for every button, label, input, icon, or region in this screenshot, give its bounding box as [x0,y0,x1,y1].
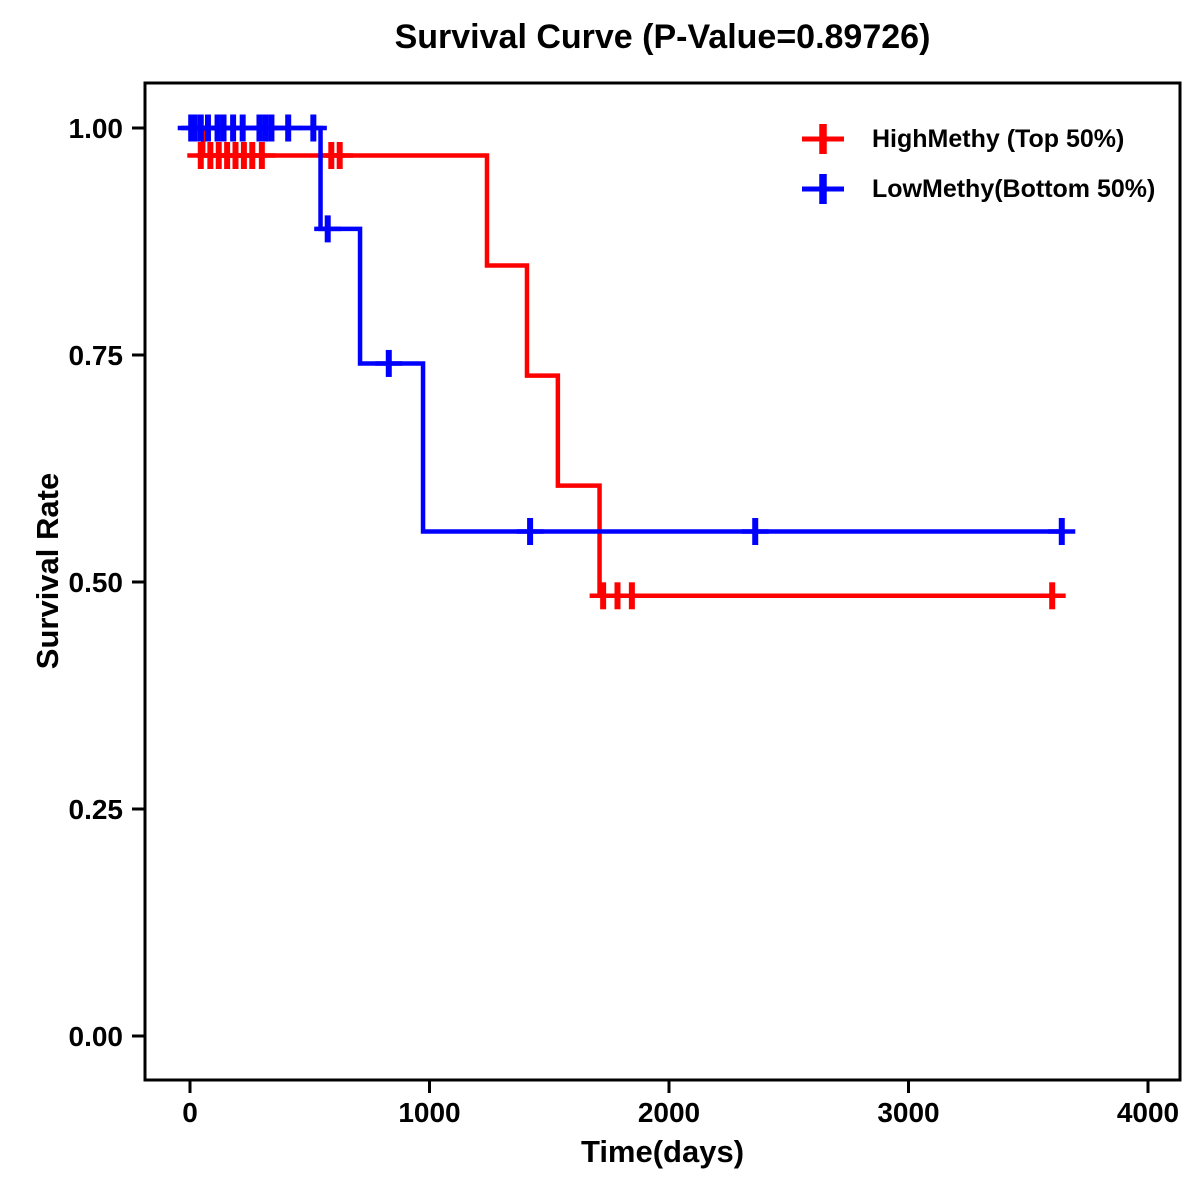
plus-marker-icon [802,174,844,204]
y-tick-label: 0.25 [69,794,124,825]
x-tick-label: 4000 [1117,1097,1179,1128]
km-step-curve [190,125,1062,534]
x-axis-ticks: 0 1000 2000 3000 4000 [182,1080,1179,1128]
legend: HighMethy (Top 50%) LowMethy(Bottom 50%) [800,114,1155,214]
survival-curve-series-1 [177,114,1076,546]
plus-marker-icon [802,124,844,154]
x-tick-label: 1000 [398,1097,460,1128]
x-axis-label: Time(days) [580,1134,745,1169]
y-axis-ticks: 0.00 0.25 0.50 0.75 1.00 [69,113,145,1052]
plot-border [143,81,1182,1082]
x-tick-label: 3000 [877,1097,939,1128]
legend-item-highmethy: HighMethy (Top 50%) [800,114,1155,164]
legend-label-highmethy: HighMethy (Top 50%) [872,124,1125,153]
y-tick-label: 0.00 [69,1021,124,1052]
survival-curve-series-0 [187,125,1066,610]
y-tick-label: 1.00 [69,113,124,144]
x-tick-label: 0 [182,1097,198,1128]
y-tick-label: 0.50 [69,567,124,598]
legend-item-lowmethy: LowMethy(Bottom 50%) [800,164,1155,214]
legend-label-lowmethy: LowMethy(Bottom 50%) [872,174,1156,203]
chart-title: Survival Curve (P-Value=0.89726) [394,18,931,56]
x-tick-label: 2000 [638,1097,700,1128]
y-tick-label: 0.75 [69,340,124,371]
